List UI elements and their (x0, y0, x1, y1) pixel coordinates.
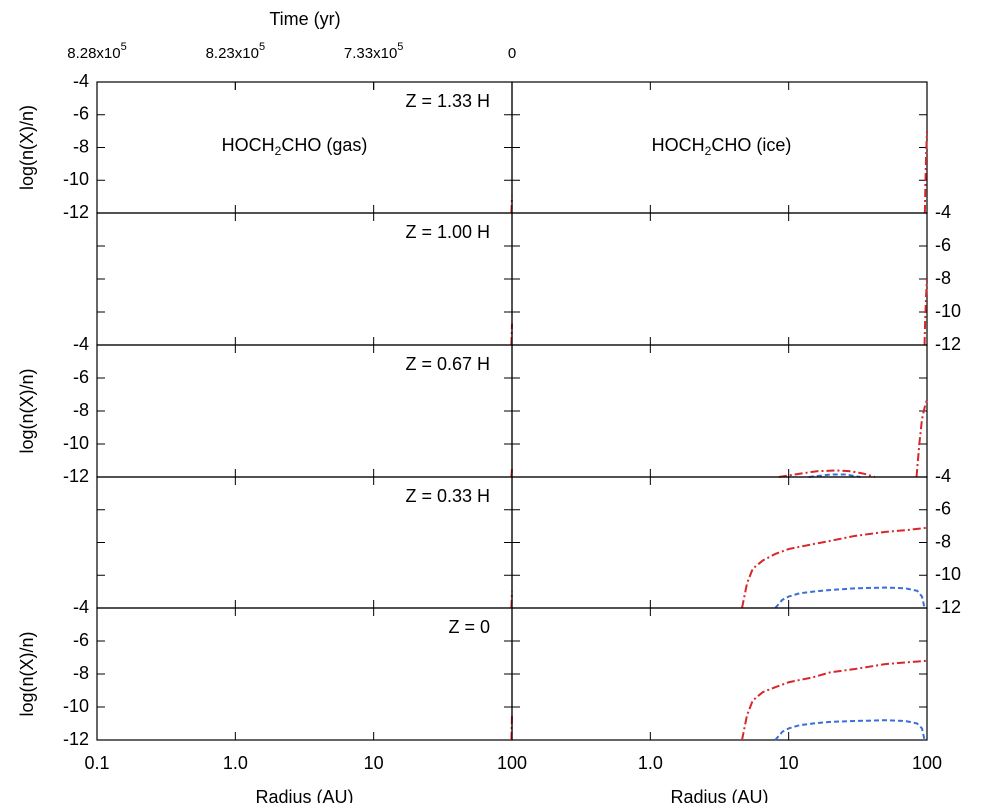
y-tick-label: -8 (73, 136, 89, 156)
x2-axis-label: Time (yr) (269, 9, 340, 29)
y-tick-label: -12 (935, 334, 961, 354)
y-tick-label: -6 (935, 499, 951, 519)
y-tick-label: -10 (63, 169, 89, 189)
x-tick-label: 10 (779, 753, 799, 773)
species-text: CHO (ice) (711, 135, 791, 155)
panel-annotation: Z = 1.00 H (405, 222, 490, 242)
x-tick-label: 1.0 (638, 753, 663, 773)
series-line (778, 399, 928, 478)
y-tick-label: -4 (73, 597, 89, 617)
y-tick-label: -6 (73, 630, 89, 650)
panel-frame (511, 344, 928, 478)
y-axis-label: log(n(X)/n) (17, 368, 37, 453)
x2-tick-text: 8.23x10 (206, 45, 259, 62)
y-tick-label: -6 (73, 367, 89, 387)
series-line (741, 526, 928, 609)
species-label: HOCH2CHO (gas) (222, 135, 368, 158)
y-tick-label: -10 (935, 564, 961, 584)
x-axis-label: Radius (AU) (255, 787, 353, 803)
panel-frame (511, 476, 928, 609)
x2-tick-exponent: 5 (121, 41, 127, 53)
x2-tick-label: 0 (508, 45, 516, 62)
x-tick-label: 100 (912, 753, 942, 773)
y-tick-label: -12 (935, 597, 961, 617)
panel-annotation: Z = 0 (448, 617, 490, 637)
series-line (774, 719, 926, 741)
y-tick-label: -12 (63, 202, 89, 222)
x-tick-label: 10 (364, 753, 384, 773)
x2-tick-text: 8.28x10 (67, 45, 120, 62)
y-tick-label: -6 (935, 235, 951, 255)
y-tick-label: -12 (63, 466, 89, 486)
species-text: HOCH (222, 135, 275, 155)
y-tick-label: -8 (935, 268, 951, 288)
series-line (923, 278, 928, 346)
y-tick-label: -12 (63, 729, 89, 749)
series-line (741, 659, 928, 741)
y-tick-label: -6 (73, 104, 89, 124)
x2-tick-text: 0 (508, 45, 516, 62)
panel-annotation: Z = 0.67 H (405, 354, 490, 374)
species-text: CHO (gas) (281, 135, 367, 155)
panel-annotation: Z = 1.33 H (405, 91, 490, 111)
y-tick-label: -10 (63, 433, 89, 453)
y-tick-label: -8 (73, 663, 89, 683)
y-tick-label: -4 (935, 466, 951, 486)
species-subscript: 2 (275, 144, 282, 158)
x-axis-label: Radius (AU) (670, 787, 768, 803)
y-tick-label: -4 (73, 71, 89, 91)
species-label: HOCH2CHO (ice) (652, 135, 792, 158)
series-line (808, 473, 861, 478)
y-tick-label: -10 (935, 301, 961, 321)
y-axis-label: log(n(X)/n) (17, 631, 37, 716)
y-tick-label: -4 (935, 202, 951, 222)
x-tick-label: 0.1 (84, 753, 109, 773)
x2-tick-exponent: 5 (259, 41, 265, 53)
y-tick-label: -10 (63, 696, 89, 716)
panel-annotation: Z = 0.33 H (405, 486, 490, 506)
x2-tick-exponent: 5 (397, 41, 403, 53)
y-tick-label: -8 (935, 531, 951, 551)
species-text: HOCH (652, 135, 705, 155)
x-tick-label: 100 (497, 753, 527, 773)
y-tick-label: -4 (73, 334, 89, 354)
series-line (923, 131, 928, 214)
x2-tick-text: 7.33x10 (344, 45, 397, 62)
x2-tick-label: 7.33x105 (344, 41, 404, 62)
y-tick-label: -8 (73, 400, 89, 420)
x2-tick-label: 8.23x105 (206, 41, 266, 62)
x-tick-label: 1.0 (223, 753, 248, 773)
panel-frame (511, 212, 928, 346)
species-subscript: 2 (705, 144, 712, 158)
series-line (774, 586, 926, 609)
x2-tick-label: 8.28x105 (67, 41, 127, 62)
panel-frame (511, 607, 928, 741)
y-axis-label: log(n(X)/n) (17, 105, 37, 190)
